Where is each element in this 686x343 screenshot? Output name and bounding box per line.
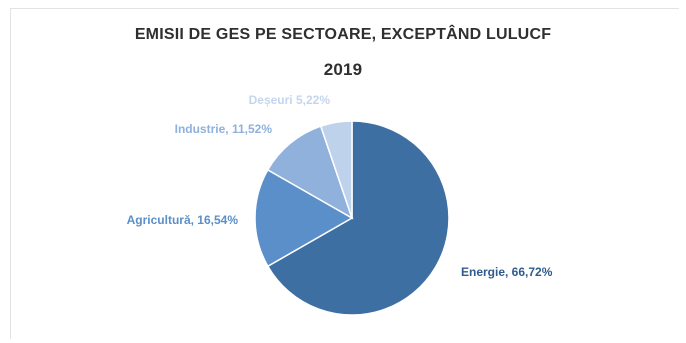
data-label-de-euri: Deșeuri 5,22% [249,93,331,107]
data-label-industrie: Industrie, 11,52% [175,122,273,136]
pie-slice-energie [266,120,450,316]
data-label-energie: Energie, 66,72% [461,265,553,279]
pie-slice-de-euri [319,120,353,219]
data-label-agricultur-: Agricultură, 16,54% [127,213,239,227]
chart-title: EMISII DE GES PE SECTOARE, EXCEPTÂND LUL… [134,26,552,43]
pie-slice-industrie [266,125,354,220]
chart-subtitle: 2019 [323,60,363,79]
pie-slice-agricultur- [254,168,354,268]
